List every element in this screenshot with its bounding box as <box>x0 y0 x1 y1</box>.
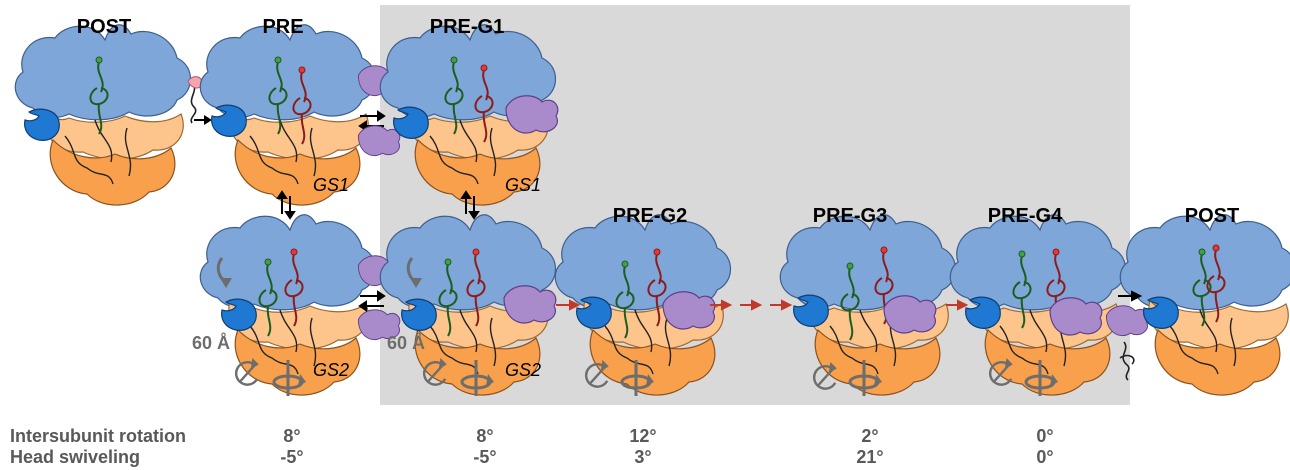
gs2-label-b: GS2 <box>505 360 541 381</box>
gs1-label-pre-g1: GS1 <box>505 175 541 196</box>
rotation-value-pre-g1: 8° <box>476 426 493 447</box>
efg-free-2 <box>358 126 399 156</box>
swivel-value-pre-g4: 0° <box>1036 447 1053 468</box>
state-title-post-start: POST <box>77 16 131 39</box>
released-trna <box>1120 342 1134 380</box>
efg-released <box>1106 306 1147 336</box>
ribosome-pre-g2 <box>555 215 730 395</box>
swivel-value-pre: -5° <box>280 447 303 468</box>
rotation-value-pre-g2: 12° <box>629 426 656 447</box>
distance-label-a: 60 Å <box>192 333 230 354</box>
gs2-label-a: GS2 <box>313 360 349 381</box>
ribosome-pre-g4 <box>950 215 1125 395</box>
rotation-value-pre: 8° <box>283 426 300 447</box>
ribosome-pre-g3 <box>780 215 955 395</box>
row-label-intersubunit-rotation: Intersubunit rotation <box>10 426 186 447</box>
distance-label-b: 60 Å <box>387 333 425 354</box>
arrow-post-to-pre <box>194 115 212 125</box>
state-title-pre-g1: PRE-G1 <box>430 16 504 39</box>
state-title-pre: PRE <box>262 16 303 39</box>
ribosome-post-start <box>15 25 190 205</box>
rotation-value-pre-g3: 2° <box>861 426 878 447</box>
state-title-pre-g2: PRE-G2 <box>613 205 687 228</box>
state-title-post-end: POST <box>1185 205 1239 228</box>
state-title-pre-g4: PRE-G4 <box>988 205 1062 228</box>
ribosome-pre <box>200 25 375 205</box>
row-label-head-swiveling: Head swiveling <box>10 447 140 468</box>
swivel-value-pre-g2: 3° <box>634 447 651 468</box>
gs1-label-pre: GS1 <box>313 175 349 196</box>
swivel-value-pre-g1: -5° <box>473 447 496 468</box>
state-title-pre-g3: PRE-G3 <box>813 205 887 228</box>
ribosome-post-end <box>1120 215 1290 395</box>
rotation-value-pre-g4: 0° <box>1036 426 1053 447</box>
arrow-gs2-equilibrium <box>360 292 384 310</box>
swivel-value-pre-g3: 21° <box>856 447 883 468</box>
